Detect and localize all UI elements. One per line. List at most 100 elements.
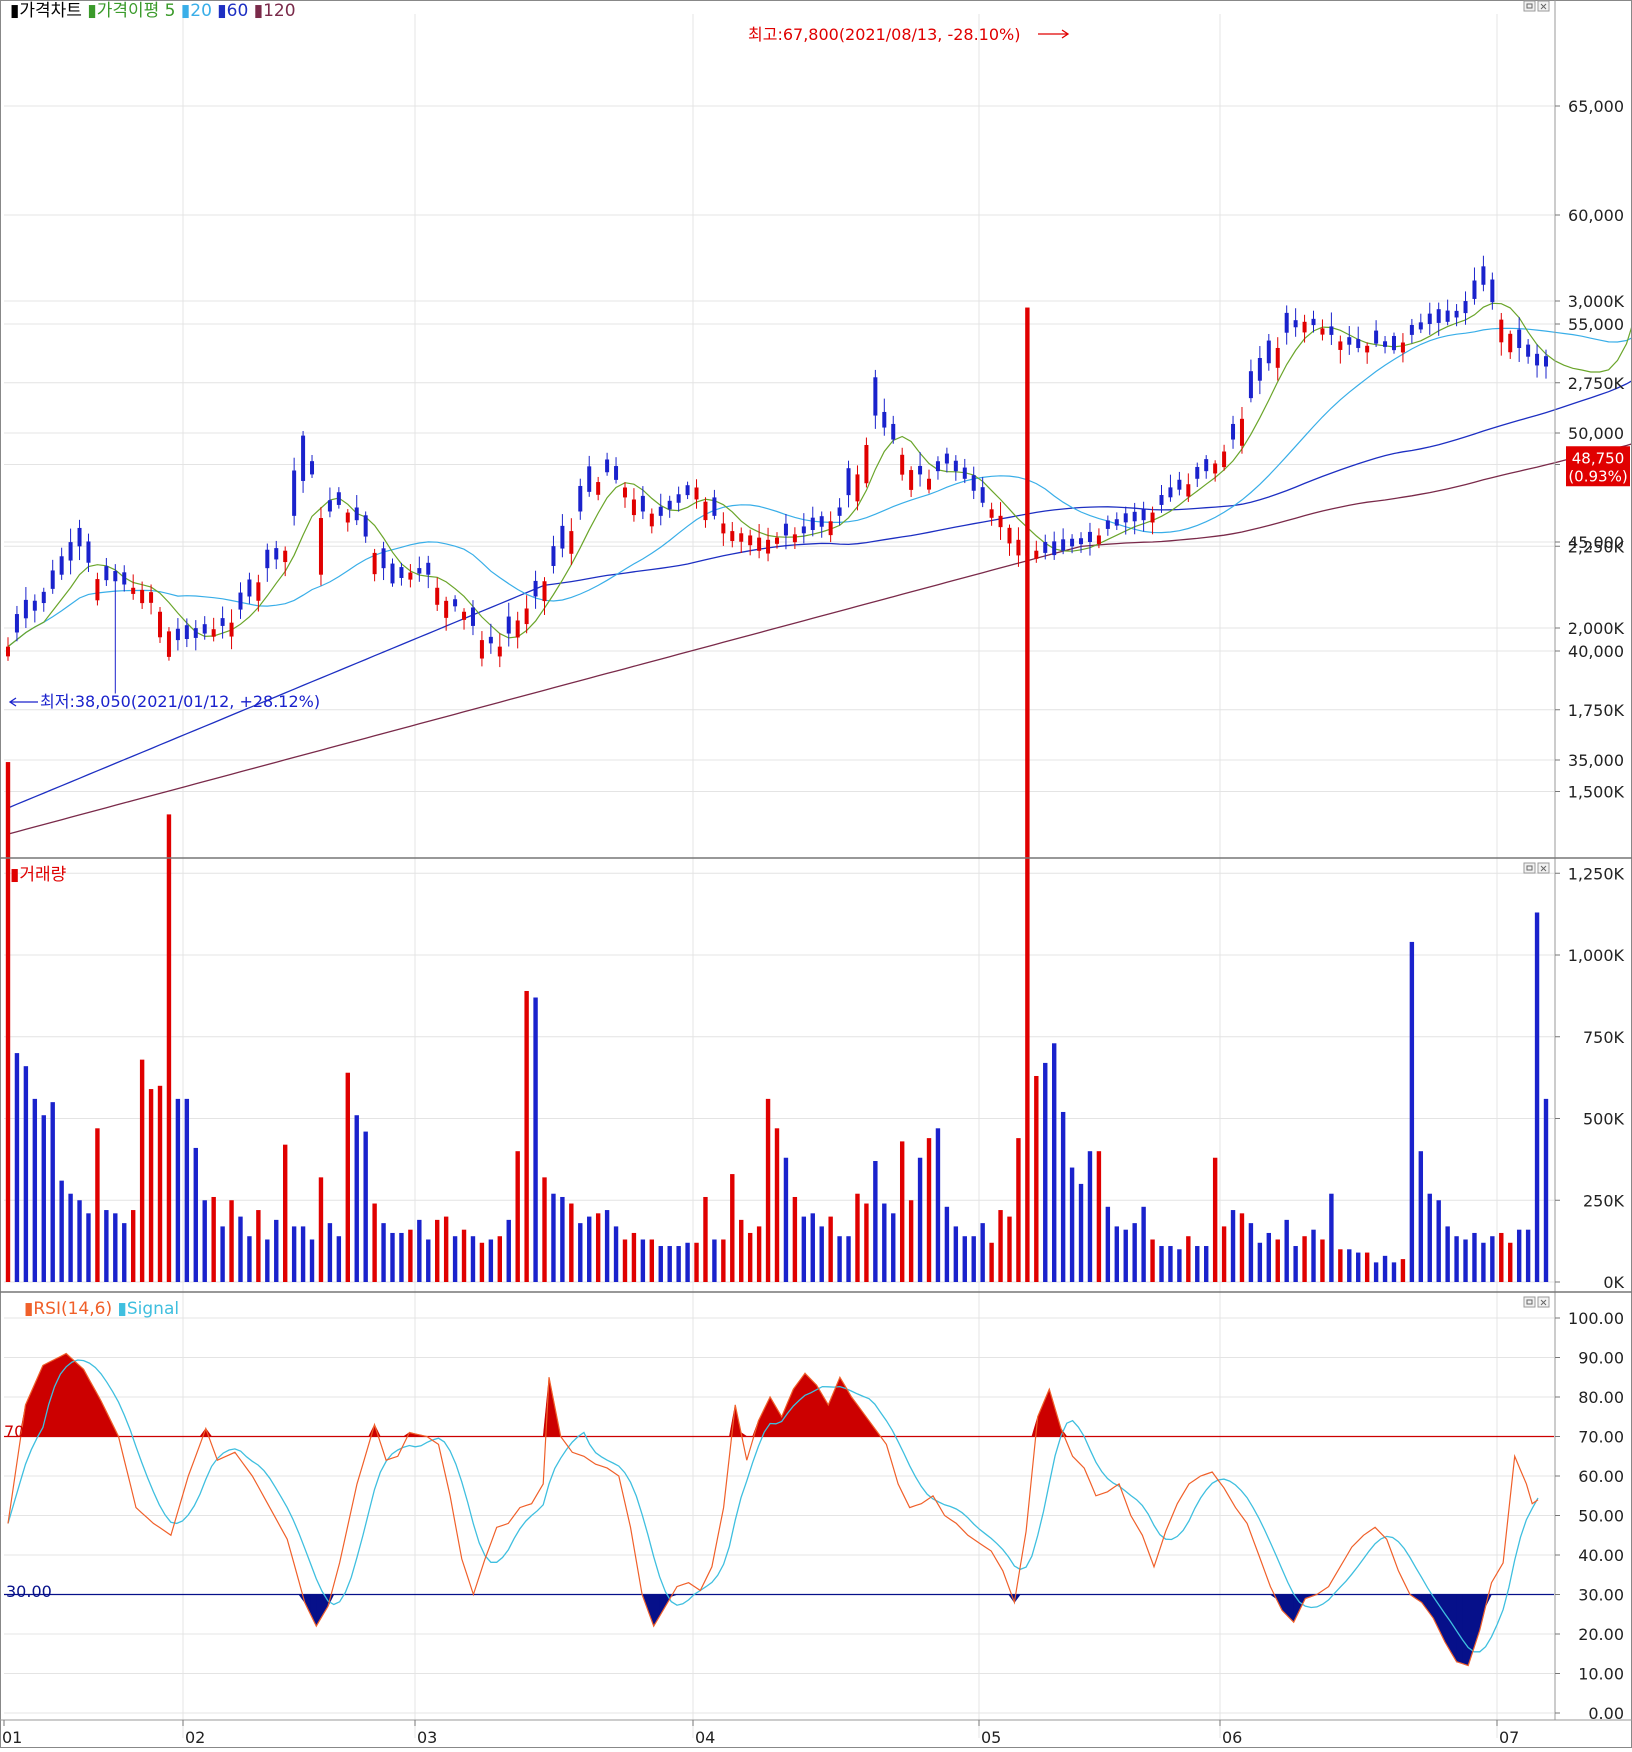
candle-body	[408, 572, 413, 580]
legend-marker: ▮	[254, 1, 263, 21]
price-candle	[1481, 255, 1486, 292]
price-candle	[873, 369, 878, 429]
volume-bar	[1195, 1246, 1200, 1282]
price-candle	[140, 581, 145, 609]
candle-body	[1311, 318, 1316, 326]
price-candle	[1436, 302, 1441, 336]
candle-body	[1034, 550, 1039, 559]
panel-maximize-icon[interactable]	[1523, 1296, 1536, 1308]
volume-bar	[864, 1203, 869, 1282]
close-glyph[interactable]	[1540, 865, 1547, 872]
month-tick-label: 04	[695, 1728, 715, 1747]
low-annotation: 최저:38,050(2021/01/12, +28.12%)	[8, 692, 320, 711]
candle-body	[551, 546, 556, 566]
volume-bar	[104, 1210, 109, 1282]
maximize-glyph[interactable]	[1526, 1299, 1533, 1305]
price-candle	[694, 479, 699, 509]
candle-body	[32, 600, 37, 611]
volume-bar	[712, 1239, 717, 1282]
panel-maximize-icon[interactable]	[1523, 862, 1536, 874]
close-glyph[interactable]	[1540, 1299, 1547, 1306]
price-candle	[846, 460, 851, 508]
candle-body	[927, 478, 932, 490]
price-candle	[1275, 337, 1280, 381]
candle-body	[1043, 541, 1048, 553]
price-candle	[631, 488, 636, 522]
candle-body	[1400, 342, 1405, 353]
volume-bar	[649, 1239, 655, 1282]
volume-bar	[1445, 1226, 1450, 1282]
close-glyph[interactable]	[1540, 3, 1547, 10]
rsi-tick-label: 100.00	[1568, 1309, 1624, 1328]
volume-bar	[1123, 1229, 1128, 1282]
panel-button-frame[interactable]	[1523, 0, 1536, 12]
candle-body	[622, 487, 627, 498]
volume-bar	[247, 1236, 252, 1282]
panel-close-icon[interactable]	[1537, 1296, 1550, 1308]
volume-bar	[1472, 1232, 1477, 1282]
volume-bar	[1481, 1242, 1486, 1282]
price-candle	[86, 533, 91, 572]
candle-body	[274, 548, 279, 560]
candle-body	[533, 580, 538, 597]
price-candle	[488, 623, 493, 654]
price-candle	[1329, 312, 1334, 345]
panel-button-frame[interactable]	[1523, 1296, 1536, 1308]
price-candle	[23, 587, 28, 628]
candle-body	[1481, 266, 1486, 285]
price-candle	[587, 455, 592, 497]
high-annotation-arrow	[1038, 29, 1070, 39]
candle-body	[703, 501, 708, 521]
panel-close-icon[interactable]	[1537, 0, 1550, 12]
maximize-glyph[interactable]	[1526, 865, 1533, 871]
price-candle	[998, 502, 1003, 540]
volume-bar	[238, 1216, 243, 1282]
price-candle	[953, 455, 958, 481]
maximize-glyph[interactable]	[1526, 3, 1533, 9]
volume-tick-label: 1,500K	[1568, 783, 1625, 802]
legend-period-5: 5	[165, 1, 181, 21]
candle-body	[1544, 356, 1548, 367]
legend-volume: 거래량	[19, 865, 66, 885]
rsi-tick-label: 0.00	[1588, 1704, 1624, 1723]
high-annotation: 최고:67,800(2021/08/13, -28.10%)	[748, 25, 1070, 44]
volume-tick-label: 250K	[1583, 1191, 1625, 1210]
volume-bar	[1525, 1229, 1531, 1282]
candle-body	[1114, 519, 1119, 526]
volume-bar	[1409, 941, 1415, 1282]
volume-bar	[515, 1151, 520, 1282]
legend-period-60: 60	[227, 1, 254, 21]
volume-bar	[1034, 1075, 1039, 1282]
volume-bar	[461, 1229, 467, 1282]
candle-body	[1374, 330, 1379, 344]
candle-body	[229, 622, 234, 637]
candle-body	[363, 515, 368, 537]
price-candle	[1472, 267, 1477, 305]
panel-button-frame[interactable]	[1523, 862, 1536, 874]
volume-bar	[1347, 1249, 1352, 1282]
month-tick-label: 03	[417, 1728, 437, 1747]
candle-body	[1087, 531, 1092, 542]
volume-bar	[309, 1239, 315, 1282]
price-candle	[470, 600, 475, 636]
candle-body	[1490, 279, 1495, 303]
price-candle	[113, 564, 118, 694]
price-candle	[1418, 313, 1423, 334]
candle-body	[1150, 512, 1155, 523]
panel-maximize-icon[interactable]	[1523, 0, 1536, 12]
price-candle	[131, 574, 136, 600]
panel-close-icon[interactable]	[1537, 862, 1550, 874]
volume-bar	[891, 1213, 896, 1282]
volume-bar	[1150, 1239, 1155, 1282]
price-candle	[149, 584, 154, 615]
volume-bar	[613, 1226, 619, 1282]
legend-ma-label: 가격이평	[97, 1, 165, 21]
volume-bar	[730, 1174, 735, 1282]
price-tick-label: 50,000	[1568, 424, 1624, 443]
volume-bar	[1186, 1236, 1191, 1282]
candle-body	[855, 474, 860, 502]
price-candle	[685, 481, 690, 500]
candle-body	[1168, 487, 1173, 498]
price-candle	[158, 607, 163, 643]
